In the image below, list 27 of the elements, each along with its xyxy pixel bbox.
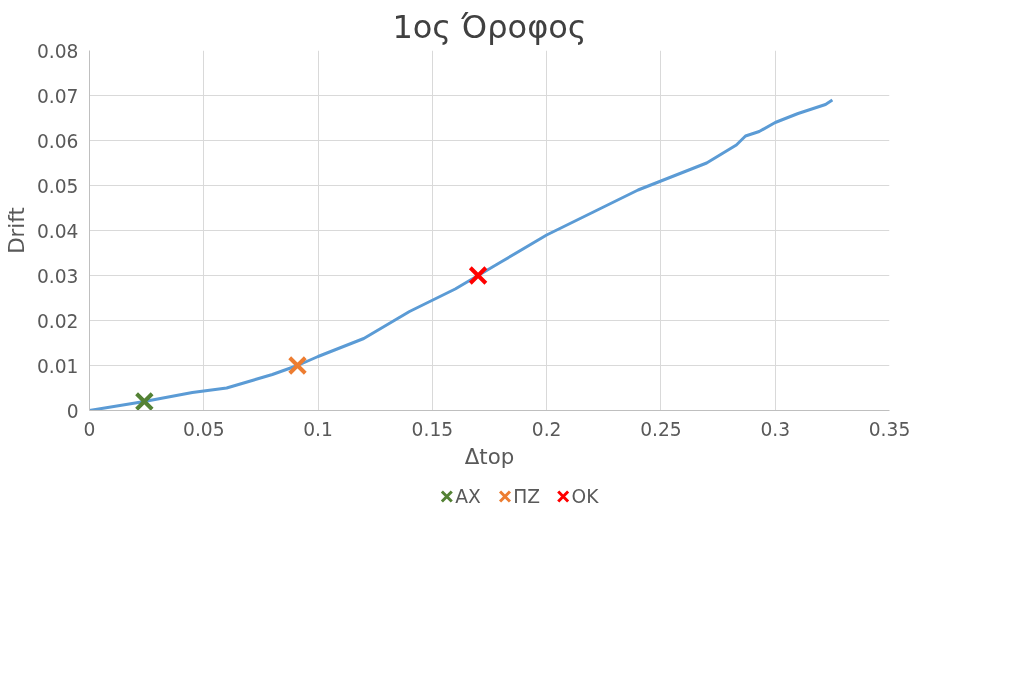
x-axis-title: Δtop — [464, 443, 515, 469]
point — [287, 355, 308, 376]
y-tick-label: 0.06 — [36, 130, 79, 152]
y-tick-label: 0.03 — [36, 265, 79, 287]
y-tick-label: 0.07 — [36, 85, 79, 107]
y-tick-label: 0.08 — [36, 40, 79, 62]
y-tick-label: 0.04 — [36, 220, 79, 242]
y-axis-title: Drift — [3, 207, 29, 254]
legend-label: ΑΧ — [455, 486, 481, 507]
point — [468, 265, 488, 286]
x-tick-label: 0.2 — [531, 418, 562, 440]
legend-label: ΟΚ — [571, 486, 600, 507]
x-tick-label: 0.15 — [411, 418, 454, 440]
chart-title: 1ος Όροφος — [392, 7, 587, 46]
y-tick-label: 0.01 — [36, 355, 79, 377]
point — [134, 391, 155, 411]
line-series — [89, 98, 834, 411]
x-tick-label: 0.3 — [760, 418, 791, 440]
x-tick-label: 0.25 — [640, 418, 682, 440]
y-tick-label: 0.02 — [36, 310, 79, 332]
y-tick-label: 0 — [66, 400, 79, 422]
y-tick-label: 0.05 — [36, 175, 79, 197]
x-tick-label: 0.35 — [868, 418, 911, 440]
legend-label: ΠΖ — [513, 486, 541, 507]
x-tick-label: 0.05 — [183, 418, 225, 440]
x-tick-label: 0.1 — [303, 418, 333, 440]
x-tick-label: 0 — [83, 418, 96, 440]
